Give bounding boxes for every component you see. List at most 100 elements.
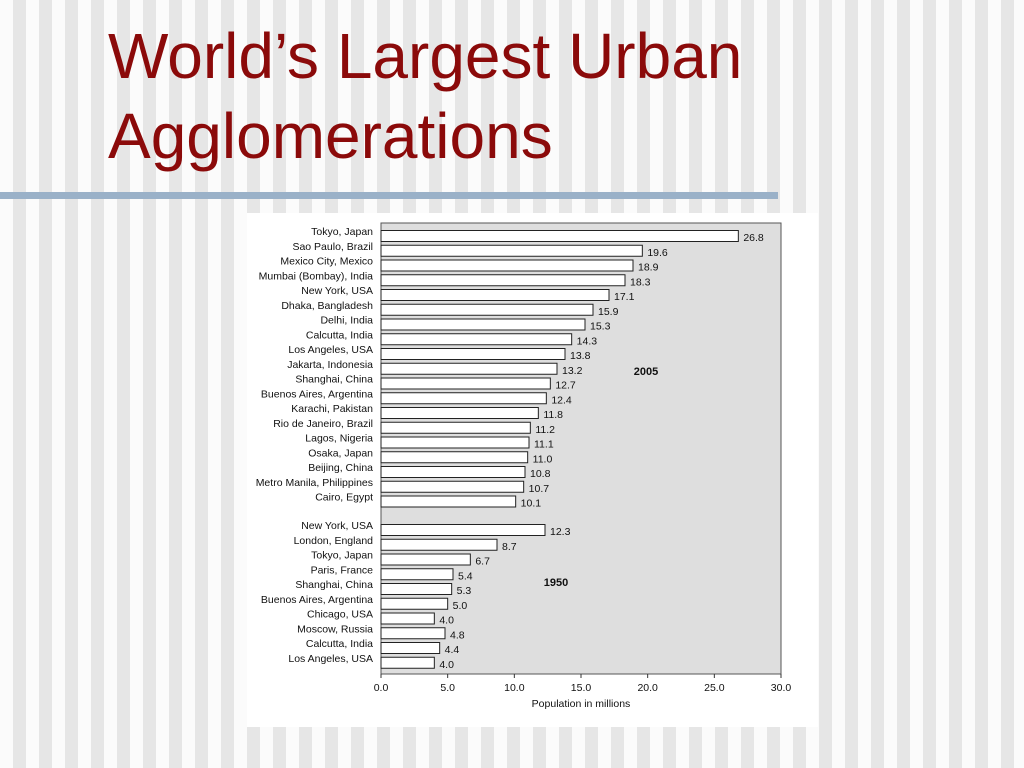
bar-2005-3 xyxy=(380,274,626,287)
bar-1950-9 xyxy=(380,656,435,669)
category-label: Karachi, Pakistan xyxy=(291,403,373,415)
value-label: 6.7 xyxy=(475,556,490,568)
bar-2005-4 xyxy=(380,289,610,301)
value-label: 5.0 xyxy=(453,600,468,612)
bar-2005-2 xyxy=(380,259,634,272)
value-label: 4.0 xyxy=(439,659,454,671)
category-label: Rio de Janeiro, Brazil xyxy=(273,418,373,430)
value-label: 10.1 xyxy=(521,498,542,510)
bar-2005-8 xyxy=(380,348,566,360)
bar-1950-2 xyxy=(380,553,471,566)
slide-title-line-1: World’s Largest Urban xyxy=(108,20,743,92)
x-tick-label: 0.0 xyxy=(374,682,389,694)
x-tick-label: 5.0 xyxy=(440,682,455,694)
x-tick-label: 20.0 xyxy=(637,682,658,694)
bar-2005-17 xyxy=(380,480,525,493)
category-label: Mumbai (Bombay), India xyxy=(259,270,374,282)
category-label: Jakarta, Indonesia xyxy=(287,359,373,371)
value-label: 17.1 xyxy=(614,291,635,303)
bar-1950-5 xyxy=(380,597,449,610)
category-label: Delhi, India xyxy=(320,315,373,327)
category-label: Cairo, Egypt xyxy=(315,492,373,504)
title-divider xyxy=(0,192,778,199)
bar-1950-7 xyxy=(380,627,446,640)
value-label: 19.6 xyxy=(647,247,668,259)
category-label: Paris, France xyxy=(311,564,374,576)
value-label: 15.9 xyxy=(598,306,619,318)
slide-title: World’s Largest Urban Agglomerations xyxy=(108,16,1008,176)
value-label: 5.3 xyxy=(457,585,472,597)
value-label: 13.8 xyxy=(570,350,591,362)
category-label: Dhaka, Bangladesh xyxy=(281,300,373,312)
bar-2005-6 xyxy=(380,318,586,331)
category-label: Moscow, Russia xyxy=(297,623,373,635)
bar-2005-9 xyxy=(380,362,558,375)
category-label: Tokyo, Japan xyxy=(311,550,373,562)
bar-2005-14 xyxy=(380,436,530,449)
category-label: Osaka, Japan xyxy=(308,447,373,459)
bar-2005-11 xyxy=(380,392,547,405)
value-label: 10.7 xyxy=(529,483,550,495)
population-bar-chart: Tokyo, Japan 26.8 Sao Paulo, Brazil 19.6 Mex… xyxy=(256,222,792,710)
category-label: Chicago, USA xyxy=(307,609,373,621)
x-axis-label: Population in millions xyxy=(532,698,631,710)
category-label: Tokyo, Japan xyxy=(311,226,373,238)
value-label: 18.9 xyxy=(638,262,659,274)
category-label: Buenos Aires, Argentina xyxy=(261,594,373,606)
bar-2005-7 xyxy=(380,333,573,346)
bar-1950-3 xyxy=(380,568,454,581)
value-label: 12.3 xyxy=(550,526,571,538)
value-label: 13.2 xyxy=(562,365,583,377)
value-label: 12.7 xyxy=(555,380,576,392)
category-label: New York, USA xyxy=(301,520,373,532)
value-label: 8.7 xyxy=(502,541,517,553)
category-label: New York, USA xyxy=(301,285,373,297)
value-label: 11.1 xyxy=(534,439,554,451)
category-label: Metro Manila, Philippines xyxy=(256,477,373,489)
bar-1950-1 xyxy=(380,538,498,551)
value-label: 5.4 xyxy=(458,570,473,582)
bar-1950-0 xyxy=(380,524,546,536)
value-label: 18.3 xyxy=(630,276,651,288)
x-tick-label: 30.0 xyxy=(771,682,792,694)
value-label: 10.8 xyxy=(530,468,551,480)
bar-2005-15 xyxy=(380,451,529,464)
bar-2005-0 xyxy=(380,230,739,242)
bar-2005-18 xyxy=(380,495,517,508)
group-year-label: 2005 xyxy=(634,366,658,378)
bar-2005-16 xyxy=(380,466,526,478)
chart-panel: Tokyo, Japan 26.8 Sao Paulo, Brazil 19.6 Mex… xyxy=(247,213,818,727)
value-label: 12.4 xyxy=(551,394,572,406)
category-label: Shanghai, China xyxy=(295,579,373,591)
x-tick-label: 10.0 xyxy=(504,682,525,694)
bar-2005-13 xyxy=(380,421,531,434)
bar-2005-1 xyxy=(380,244,643,257)
value-label: 14.3 xyxy=(577,335,598,347)
value-label: 15.3 xyxy=(590,321,611,333)
category-label: Sao Paulo, Brazil xyxy=(292,241,373,253)
bar-2005-10 xyxy=(380,377,551,390)
group-year-label: 1950 xyxy=(544,577,568,589)
slide-title-line-2: Agglomerations xyxy=(108,100,553,172)
category-label: Buenos Aires, Argentina xyxy=(261,388,373,400)
value-label: 4.0 xyxy=(439,615,454,627)
category-label: Lagos, Nigeria xyxy=(305,433,373,445)
bar-1950-6 xyxy=(380,612,435,625)
category-label: London, England xyxy=(294,535,374,547)
category-label: Beijing, China xyxy=(308,462,373,474)
value-label: 26.8 xyxy=(743,232,764,244)
value-label: 11.0 xyxy=(533,453,553,465)
value-label: 11.2 xyxy=(535,424,555,436)
category-label: Los Angeles, USA xyxy=(288,653,373,665)
category-label: Calcutta, India xyxy=(306,638,373,650)
category-label: Calcutta, India xyxy=(306,329,373,341)
x-tick-label: 25.0 xyxy=(704,682,725,694)
x-tick-label: 15.0 xyxy=(571,682,592,694)
value-label: 4.8 xyxy=(450,629,465,641)
bar-1950-8 xyxy=(380,642,441,654)
bar-2005-12 xyxy=(380,407,539,419)
value-label: 4.4 xyxy=(445,644,460,656)
category-label: Mexico City, Mexico xyxy=(280,256,373,268)
category-label: Shanghai, China xyxy=(295,374,373,386)
category-label: Los Angeles, USA xyxy=(288,344,373,356)
